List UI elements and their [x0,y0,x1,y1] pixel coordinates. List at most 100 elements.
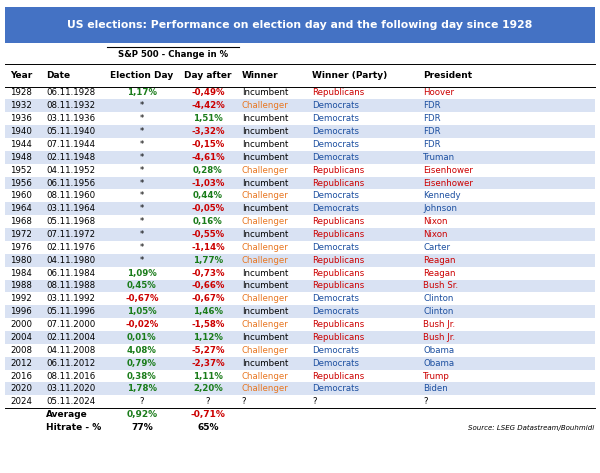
Text: -1,58%: -1,58% [191,320,224,329]
Text: 0,92%: 0,92% [127,410,157,419]
Text: 08.11.2016: 08.11.2016 [46,371,95,381]
FancyBboxPatch shape [5,7,595,43]
Text: *: * [140,217,144,226]
Text: Nixon: Nixon [423,230,448,239]
Text: Challenger: Challenger [242,385,289,394]
Text: Winner: Winner [242,70,278,80]
Text: 1,77%: 1,77% [193,256,223,265]
Text: Incumbent: Incumbent [242,127,288,136]
Text: Republicans: Republicans [312,320,364,329]
Text: *: * [140,178,144,188]
Text: Johnson: Johnson [423,204,457,213]
FancyBboxPatch shape [5,369,595,383]
Text: Democrats: Democrats [312,127,359,136]
Text: 1992: 1992 [10,294,32,303]
Text: *: * [140,192,144,201]
Text: Bush Jr.: Bush Jr. [423,320,455,329]
Text: Democrats: Democrats [312,114,359,123]
Text: -0,67%: -0,67% [125,294,158,303]
Text: Obama: Obama [423,359,454,368]
Text: -0,67%: -0,67% [191,294,224,303]
FancyBboxPatch shape [5,292,595,305]
Text: Incumbent: Incumbent [242,333,288,342]
Text: *: * [140,153,144,162]
Text: 02.11.2004: 02.11.2004 [46,333,95,342]
Text: Challenger: Challenger [242,256,289,265]
Text: Republicans: Republicans [312,88,364,97]
Text: *: * [140,101,144,110]
Text: Challenger: Challenger [242,294,289,303]
Text: -4,61%: -4,61% [191,153,225,162]
Text: -0,71%: -0,71% [190,410,226,419]
Text: 07.11.1944: 07.11.1944 [46,140,95,149]
Text: President: President [423,70,472,80]
Text: Reagan: Reagan [423,269,455,278]
Text: Democrats: Democrats [312,140,359,149]
Text: Obama: Obama [423,346,454,355]
FancyBboxPatch shape [5,125,595,138]
Text: *: * [140,114,144,123]
Text: Republicans: Republicans [312,269,364,278]
Text: Average: Average [46,410,88,419]
FancyBboxPatch shape [5,138,595,151]
Text: FDR: FDR [423,101,440,110]
Text: Challenger: Challenger [242,243,289,252]
Text: 03.11.1992: 03.11.1992 [46,294,95,303]
Text: 1940: 1940 [10,127,32,136]
Text: 1976: 1976 [10,243,32,252]
Text: 0,38%: 0,38% [127,371,157,381]
Text: 1964: 1964 [10,204,32,213]
Text: 0,79%: 0,79% [127,359,157,368]
Text: Republicans: Republicans [312,178,364,188]
Text: Incumbent: Incumbent [242,88,288,97]
Text: Incumbent: Incumbent [242,269,288,278]
Text: Challenger: Challenger [242,371,289,381]
Text: 1,05%: 1,05% [127,307,157,316]
Text: Winner (Party): Winner (Party) [312,70,387,80]
Text: Democrats: Democrats [312,359,359,368]
Text: -4,42%: -4,42% [191,101,225,110]
Text: 0,28%: 0,28% [193,166,223,175]
Text: Bush Jr.: Bush Jr. [423,333,455,342]
Text: 1936: 1936 [10,114,32,123]
Text: Republicans: Republicans [312,166,364,175]
FancyBboxPatch shape [5,112,595,125]
Text: 08.11.1988: 08.11.1988 [46,281,95,290]
Text: Democrats: Democrats [312,307,359,316]
Text: Bush Sr.: Bush Sr. [423,281,458,290]
FancyBboxPatch shape [5,241,595,254]
Text: Republicans: Republicans [312,230,364,239]
Text: Challenger: Challenger [242,346,289,355]
Text: Reagan: Reagan [423,256,455,265]
Text: 1,17%: 1,17% [127,88,157,97]
FancyBboxPatch shape [5,305,595,318]
FancyBboxPatch shape [5,228,595,241]
Text: 1984: 1984 [10,269,32,278]
FancyBboxPatch shape [5,190,595,202]
Text: Truman: Truman [423,153,455,162]
Text: Eisenhower: Eisenhower [423,178,473,188]
Text: Incumbent: Incumbent [242,359,288,368]
Text: -2,37%: -2,37% [191,359,225,368]
Text: 05.11.1940: 05.11.1940 [46,127,95,136]
FancyBboxPatch shape [5,344,595,357]
Text: Election Day: Election Day [110,70,173,80]
Text: 1972: 1972 [10,230,32,239]
Text: 4,08%: 4,08% [127,346,157,355]
Text: Incumbent: Incumbent [242,114,288,123]
Text: Hoover: Hoover [423,88,454,97]
Text: *: * [140,140,144,149]
FancyBboxPatch shape [5,254,595,267]
Text: -0,15%: -0,15% [191,140,224,149]
Text: 1,46%: 1,46% [193,307,223,316]
Text: Kennedy: Kennedy [423,192,461,201]
Text: 1,78%: 1,78% [127,385,157,394]
FancyBboxPatch shape [5,383,595,395]
Text: Challenger: Challenger [242,217,289,226]
Text: Eisenhower: Eisenhower [423,166,473,175]
Text: 05.11.1968: 05.11.1968 [46,217,95,226]
Text: 06.11.1956: 06.11.1956 [46,178,95,188]
Text: Clinton: Clinton [423,307,454,316]
FancyBboxPatch shape [5,331,595,344]
Text: -0,55%: -0,55% [191,230,224,239]
